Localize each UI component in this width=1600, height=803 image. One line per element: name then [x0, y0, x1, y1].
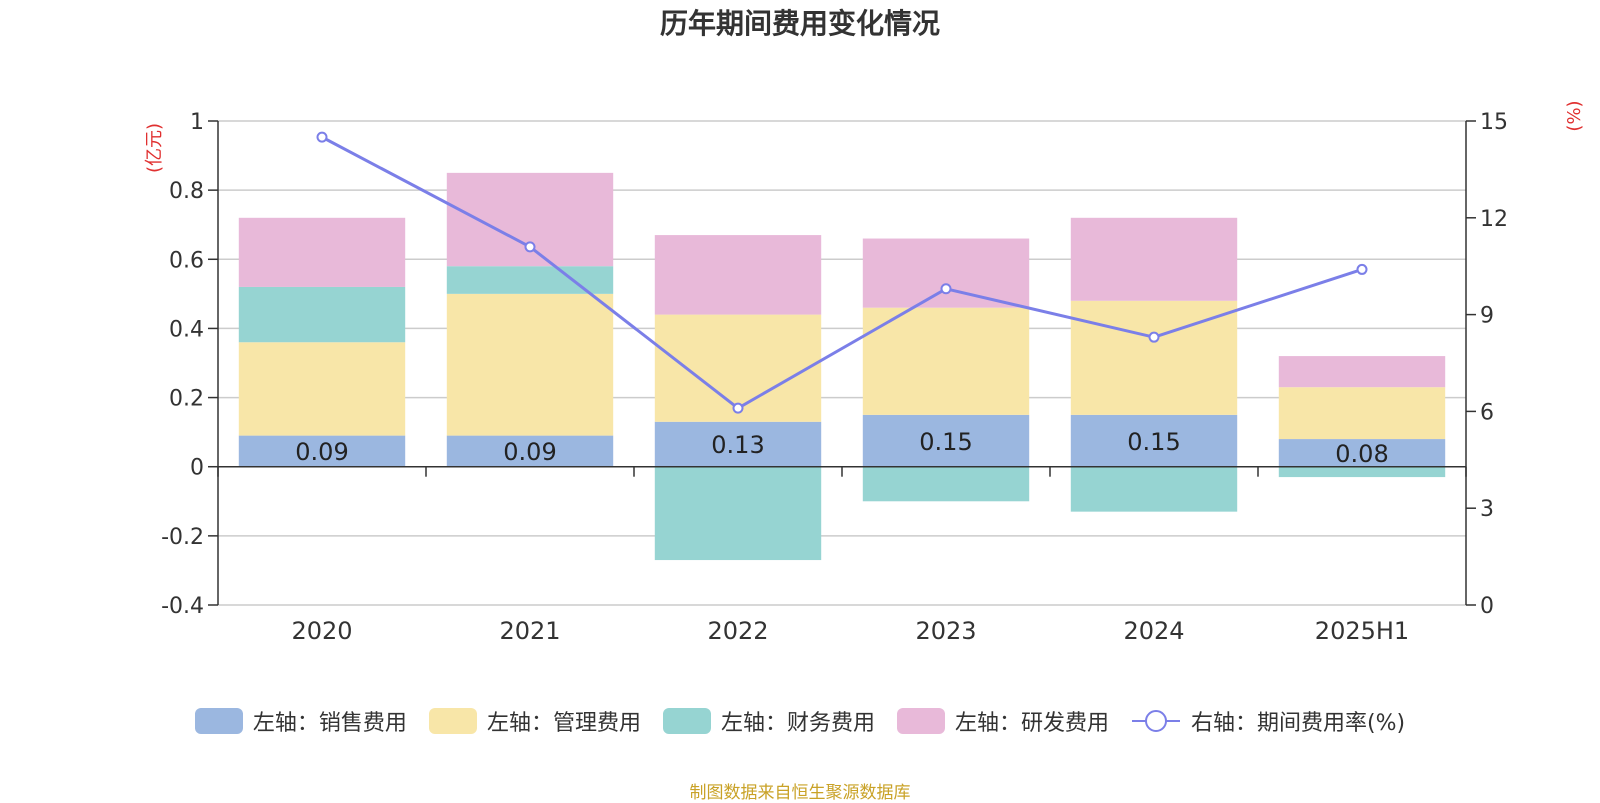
left-tick-label: -0.2: [161, 525, 204, 550]
bar-sales: [1070, 414, 1238, 467]
legend-label-rate: 右轴：期间费用率(%): [1190, 711, 1406, 736]
left-tick-label: 0: [190, 456, 204, 481]
right-tick-label: 0: [1480, 594, 1494, 619]
bar-sales: [1278, 439, 1446, 467]
rate-point: [524, 241, 536, 253]
left-tick-label: 0.8: [169, 179, 204, 204]
legend-label-rnd: 左轴：研发费用: [954, 711, 1109, 736]
left-tick-label: 0.6: [169, 248, 204, 273]
legend-item-admin[interactable]: 左轴：管理费用: [428, 705, 641, 737]
bar-sales: [862, 414, 1030, 467]
left-axis-unit: (亿元): [144, 123, 165, 173]
legend-swatch-rnd: [896, 708, 945, 734]
left-tick-label: 1: [190, 110, 204, 135]
legend-swatch-admin: [428, 708, 477, 734]
rate-point: [732, 402, 744, 414]
bar-rnd: [862, 238, 1030, 308]
category-label: 2024: [1123, 617, 1184, 645]
bar-finance: [238, 286, 406, 343]
bar-rnd: [1070, 217, 1238, 301]
data-label: 0.13: [711, 431, 764, 459]
left-tick-label: 0.4: [169, 317, 204, 342]
bar-admin: [238, 342, 406, 436]
left-tick-label: -0.4: [161, 594, 204, 619]
rate-point: [1148, 331, 1160, 343]
chart-canvas: 1 0.8 0.6 0.4 0.2 0 -0.2 -0.4 15 12 9 6 3 0 (亿元) (%) 202…: [144, 100, 1585, 645]
legend-label-finance: 左轴：财务费用: [720, 711, 875, 736]
bars: [238, 172, 1446, 561]
right-tick-label: 12: [1480, 207, 1508, 232]
bar-rnd: [654, 235, 822, 315]
grid-lines: [218, 120, 1466, 606]
category-label: 2025H1: [1315, 617, 1409, 645]
legend-swatch-sales: [194, 708, 243, 734]
legend-label-sales: 左轴：销售费用: [252, 711, 407, 736]
legend-item-finance[interactable]: 左轴：财务费用: [662, 705, 875, 737]
category-label: 2021: [499, 617, 560, 645]
legend-item-sales[interactable]: 左轴：销售费用: [194, 705, 407, 737]
bar-finance: [1278, 466, 1446, 478]
bar-admin: [446, 293, 614, 436]
category-label: 2020: [291, 617, 352, 645]
axes: 1 0.8 0.6 0.4 0.2 0 -0.2 -0.4 15 12 9 6 3 0 (亿元) (%) 202…: [144, 100, 1585, 645]
legend-swatch-rate: [1131, 710, 1180, 732]
right-axis-unit: (%): [1564, 100, 1585, 131]
category-label: 2022: [707, 617, 768, 645]
data-label: 0.09: [503, 438, 556, 466]
bar-admin: [862, 307, 1030, 415]
right-tick-label: 15: [1480, 110, 1508, 135]
legend: 左轴：销售费用 左轴：管理费用 左轴：财务费用 左轴：研发费用 右轴：期间费用率…: [0, 704, 1600, 738]
source-note: 制图数据来自恒生聚源数据库: [689, 783, 911, 803]
bar-sales: [446, 435, 614, 467]
legend-label-admin: 左轴：管理费用: [486, 711, 641, 736]
legend-item-rate[interactable]: 右轴：期间费用率(%): [1131, 705, 1405, 737]
bar-finance: [1070, 466, 1238, 512]
right-tick-label: 9: [1480, 304, 1494, 329]
legend-swatch-finance: [662, 708, 711, 734]
bar-finance: [862, 466, 1030, 502]
data-label: 0.08: [1335, 440, 1388, 468]
bar-sales: [654, 421, 822, 467]
left-tick-label: 0.2: [169, 387, 204, 412]
right-tick-label: 3: [1480, 497, 1494, 522]
bar-finance: [446, 266, 614, 294]
bar-admin: [1278, 387, 1446, 440]
data-label: 0.15: [919, 428, 972, 456]
rate-line-path: [321, 135, 1363, 410]
category-label: 2023: [915, 617, 976, 645]
data-label: 0.09: [295, 438, 348, 466]
rate-line: [316, 131, 1368, 414]
chart-title: 历年期间费用变化情况: [659, 7, 940, 40]
bar-rnd: [238, 217, 406, 287]
bar-rnd: [1278, 356, 1446, 388]
rate-point: [940, 283, 952, 295]
bar-finance: [654, 466, 822, 561]
rate-point: [1356, 263, 1368, 275]
data-labels: 0.09 0.09 0.13 0.15 0.15 0.08: [295, 428, 1388, 468]
rate-point: [316, 131, 328, 143]
data-label: 0.15: [1127, 428, 1180, 456]
right-tick-label: 6: [1480, 400, 1494, 425]
legend-item-rnd[interactable]: 左轴：研发费用: [896, 705, 1109, 737]
bar-sales: [238, 435, 406, 467]
